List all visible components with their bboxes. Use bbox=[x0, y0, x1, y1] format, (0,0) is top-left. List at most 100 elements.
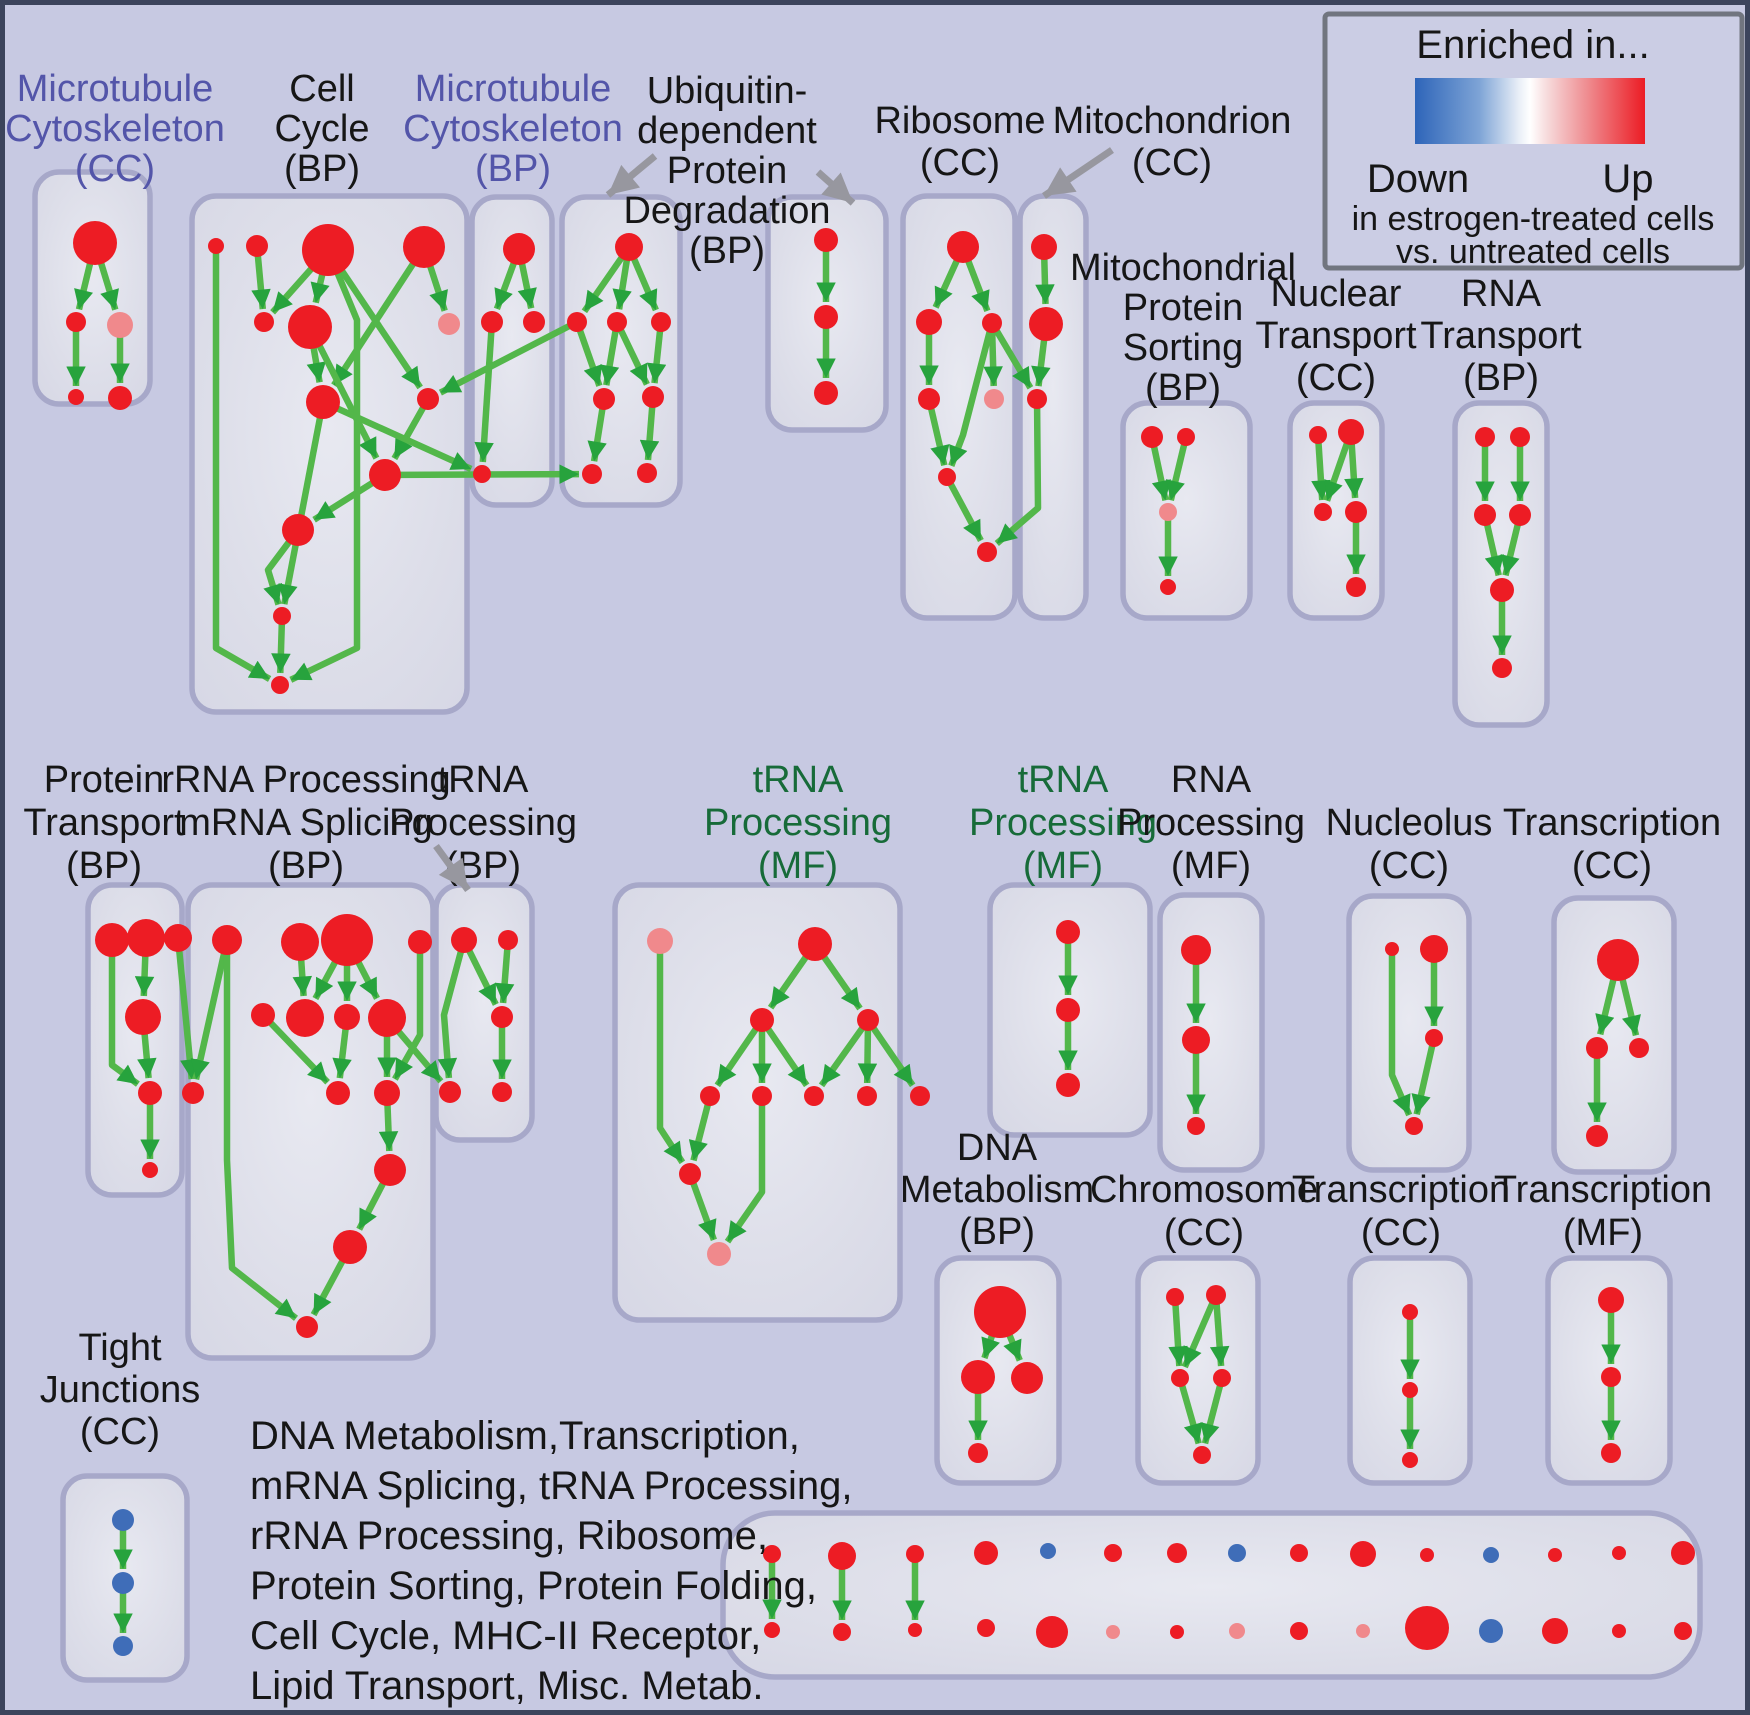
node-r3 bbox=[1629, 1038, 1649, 1058]
cluster-label-rna-transport: RNA Transport (BP) bbox=[1420, 273, 1582, 399]
cluster-label-line: Ubiquitin- bbox=[647, 70, 808, 112]
node-j4 bbox=[1509, 504, 1531, 526]
edge-b10-b11 bbox=[312, 480, 375, 523]
edge-t3-t5 bbox=[1179, 1384, 1203, 1445]
cluster-label-microtubule-bp: Microtubule Cytoskeleton (BP) bbox=[403, 68, 623, 190]
node-v3 bbox=[1601, 1443, 1621, 1463]
cluster-label-line: Transcription bbox=[1494, 1169, 1712, 1211]
node-n10 bbox=[679, 1163, 701, 1185]
cluster-box-dna-metabolism bbox=[934, 1255, 1062, 1486]
node-d3 bbox=[607, 312, 627, 332]
edge-r1-r2 bbox=[1595, 978, 1617, 1036]
node-s4 bbox=[968, 1443, 988, 1463]
edge-h1-h3 bbox=[1150, 446, 1171, 501]
node-x15b bbox=[1674, 1622, 1692, 1640]
edge-i2-i4 bbox=[1344, 443, 1364, 499]
node-v1 bbox=[1598, 1287, 1624, 1313]
edge-b11-b12 bbox=[263, 540, 292, 606]
edge-i2-i3 bbox=[1323, 442, 1351, 502]
node-f4 bbox=[918, 388, 940, 410]
edge-l6-l11 bbox=[268, 1020, 330, 1085]
node-t4 bbox=[1213, 1369, 1231, 1387]
node-a4 bbox=[68, 389, 84, 405]
legend-title: Enriched in... bbox=[1416, 23, 1649, 67]
node-x13a bbox=[1548, 1548, 1562, 1562]
cluster-label-transcription-cc-1: Transcription (CC) bbox=[1503, 802, 1721, 887]
node-i2 bbox=[1338, 419, 1364, 445]
node-w3 bbox=[113, 1636, 133, 1656]
edge-n2-n4 bbox=[821, 955, 863, 1011]
node-x5a bbox=[1040, 1543, 1056, 1559]
cluster-label-line: Transport bbox=[1255, 315, 1417, 357]
cluster-label-line: Microtubule bbox=[415, 68, 611, 110]
node-d8 bbox=[637, 463, 657, 483]
cluster-label-mitochondrion: Mitochondrion (CC) bbox=[1053, 100, 1292, 184]
cluster-label-rna-processing-mf: RNA Processing (MF) bbox=[1117, 759, 1305, 887]
edge-k2-k3 bbox=[134, 955, 155, 997]
edge-g2-g3 bbox=[1031, 339, 1051, 387]
node-j3 bbox=[1474, 504, 1496, 526]
node-x12b bbox=[1479, 1619, 1503, 1643]
cluster-label-line: (CC) bbox=[1369, 845, 1449, 887]
node-c4 bbox=[473, 465, 491, 483]
cluster-label-line: Cycle bbox=[274, 108, 369, 150]
cluster-label-line: Processing bbox=[969, 802, 1157, 844]
edge-i1-i3 bbox=[1311, 442, 1331, 501]
cluster-label-trna-bp: tRNA Processing (BP) bbox=[389, 759, 577, 887]
cluster-box-microtubule-cc bbox=[32, 169, 153, 407]
node-b5 bbox=[254, 312, 274, 332]
edge-b6-b8 bbox=[306, 347, 326, 383]
node-l15 bbox=[296, 1316, 318, 1338]
edge-n10-n11 bbox=[690, 1182, 717, 1242]
edges-layer bbox=[66, 251, 1641, 1633]
cluster-label-ubiquitin: Ubiquitin-dependent Protein Degradation (BP… bbox=[623, 70, 830, 272]
edge-l8-l11 bbox=[332, 1028, 352, 1079]
node-x4a bbox=[974, 1541, 998, 1565]
node-l3 bbox=[281, 923, 319, 961]
cluster-label-line: (BP) bbox=[475, 148, 551, 190]
edge-g1-g2 bbox=[1035, 258, 1055, 305]
node-n3 bbox=[750, 1008, 774, 1032]
node-c3 bbox=[523, 311, 545, 333]
node-n4 bbox=[857, 1009, 879, 1031]
edge-b1-b13 bbox=[212, 253, 272, 682]
cluster-label-line: (CC) bbox=[1296, 357, 1376, 399]
cluster-label-ribosome: Ribosome (CC) bbox=[874, 100, 1045, 184]
node-l2 bbox=[212, 925, 242, 955]
node-u1 bbox=[1402, 1304, 1418, 1320]
edge-a1-a2 bbox=[74, 262, 94, 311]
cluster-label-line: (BP) bbox=[66, 845, 142, 887]
node-j1 bbox=[1475, 427, 1495, 447]
cluster-label-cell-cycle: Cell Cycle (BP) bbox=[274, 68, 369, 190]
node-x5b bbox=[1036, 1616, 1068, 1648]
node-m3 bbox=[491, 1006, 513, 1028]
node-e3 bbox=[814, 381, 838, 405]
cluster-label-line: (BP) bbox=[959, 1211, 1035, 1253]
node-m5 bbox=[492, 1082, 512, 1102]
node-d4 bbox=[651, 312, 671, 332]
node-a5 bbox=[108, 386, 132, 410]
edge-n4-n9 bbox=[870, 1026, 916, 1088]
cluster-box-microtubule-bp bbox=[469, 194, 555, 508]
arrow-trna-bp bbox=[433, 843, 471, 893]
edge-b12-b13 bbox=[271, 623, 291, 674]
cluster-label-trna-mf-2: tRNA Processing (MF) bbox=[969, 759, 1157, 887]
edge-m2-m3 bbox=[494, 948, 515, 1004]
node-q1 bbox=[1385, 942, 1399, 956]
cluster-box-chromosome bbox=[1135, 1255, 1261, 1486]
cluster-label-chromosome: Chromosome (CC) bbox=[1090, 1169, 1318, 1254]
edge-d3-d6 bbox=[617, 328, 650, 386]
node-b3 bbox=[302, 224, 354, 276]
node-n6 bbox=[752, 1086, 772, 1106]
cluster-label-line: tRNA bbox=[438, 759, 529, 801]
cluster-label-line: mRNA Splicing bbox=[179, 802, 432, 844]
node-k4 bbox=[138, 1081, 162, 1105]
cluster-label-line: Protein bbox=[44, 759, 164, 801]
cluster-label-nucleolus: Nucleolus (CC) bbox=[1326, 802, 1493, 887]
node-i3 bbox=[1314, 503, 1332, 521]
node-a1 bbox=[73, 221, 117, 265]
node-x6b bbox=[1106, 1625, 1120, 1639]
bottom-summary-line: Lipid Transport, Misc. Metab. bbox=[250, 1664, 764, 1708]
node-c2 bbox=[481, 311, 503, 333]
